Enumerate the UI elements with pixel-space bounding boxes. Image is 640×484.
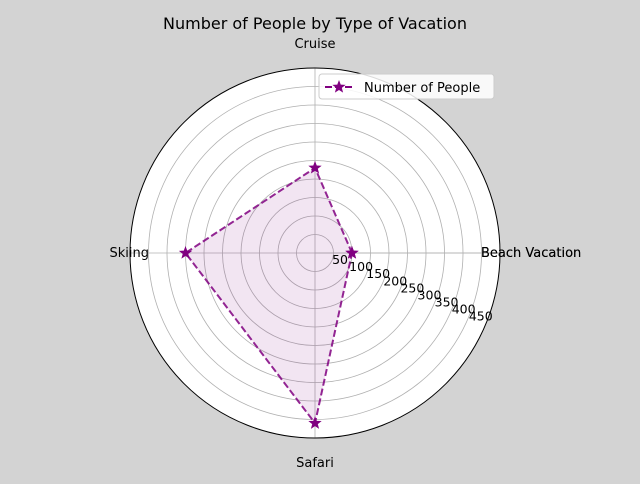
radial-tick-label: 50 [332, 252, 348, 267]
category-label: Skiing [110, 246, 150, 261]
polar-axes-outline [129, 67, 501, 439]
category-label: Cruise [294, 37, 335, 52]
data-point-marker [308, 160, 322, 174]
category-label: Beach Vacation [481, 246, 581, 261]
legend: Number of People [318, 73, 495, 100]
radial-tick-label: 250 [400, 280, 424, 295]
radial-tick-label: 300 [418, 287, 442, 302]
radial-tick-label: 100 [349, 259, 373, 274]
radial-tick-label: 400 [452, 302, 476, 317]
series-line [184, 166, 353, 426]
legend-box [318, 73, 495, 100]
data-series [178, 160, 359, 429]
legend-marker [332, 80, 346, 93]
data-point-marker [308, 416, 322, 429]
chart-title: Number of People by Type of Vacation [163, 14, 467, 33]
radial-tick-label: 450 [469, 309, 493, 324]
legend-label: Number of People [364, 81, 480, 96]
category-label: Beach Vacation [481, 246, 581, 261]
radial-tick-label: 150 [366, 266, 390, 281]
series-fill [185, 167, 352, 424]
radial-tick-label: 350 [435, 295, 459, 310]
data-point-marker [178, 246, 193, 259]
data-point-marker [345, 246, 359, 259]
category-label: Safari [296, 456, 334, 471]
radial-tick-label: 200 [383, 273, 407, 288]
